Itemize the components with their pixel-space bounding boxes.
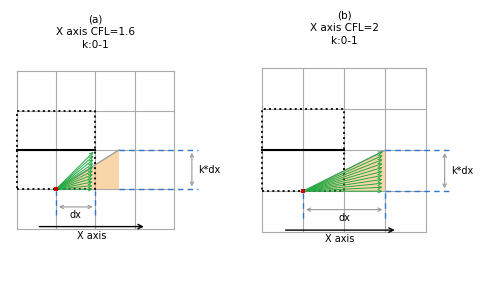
Bar xyxy=(17,110,96,189)
Text: dx: dx xyxy=(338,213,350,223)
Text: X axis: X axis xyxy=(326,234,355,244)
Bar xyxy=(262,109,344,191)
Text: k*dx: k*dx xyxy=(198,164,220,175)
Text: X axis: X axis xyxy=(77,231,106,241)
Text: dx: dx xyxy=(70,210,82,220)
Text: (a)
X axis CFL=1.6
k:0-1: (a) X axis CFL=1.6 k:0-1 xyxy=(56,15,135,49)
Polygon shape xyxy=(56,150,119,189)
Bar xyxy=(301,189,306,193)
Bar xyxy=(54,187,58,191)
Polygon shape xyxy=(304,150,385,191)
Text: k*dx: k*dx xyxy=(451,166,473,176)
Text: (b)
X axis CFL=2
k:0-1: (b) X axis CFL=2 k:0-1 xyxy=(310,11,379,46)
